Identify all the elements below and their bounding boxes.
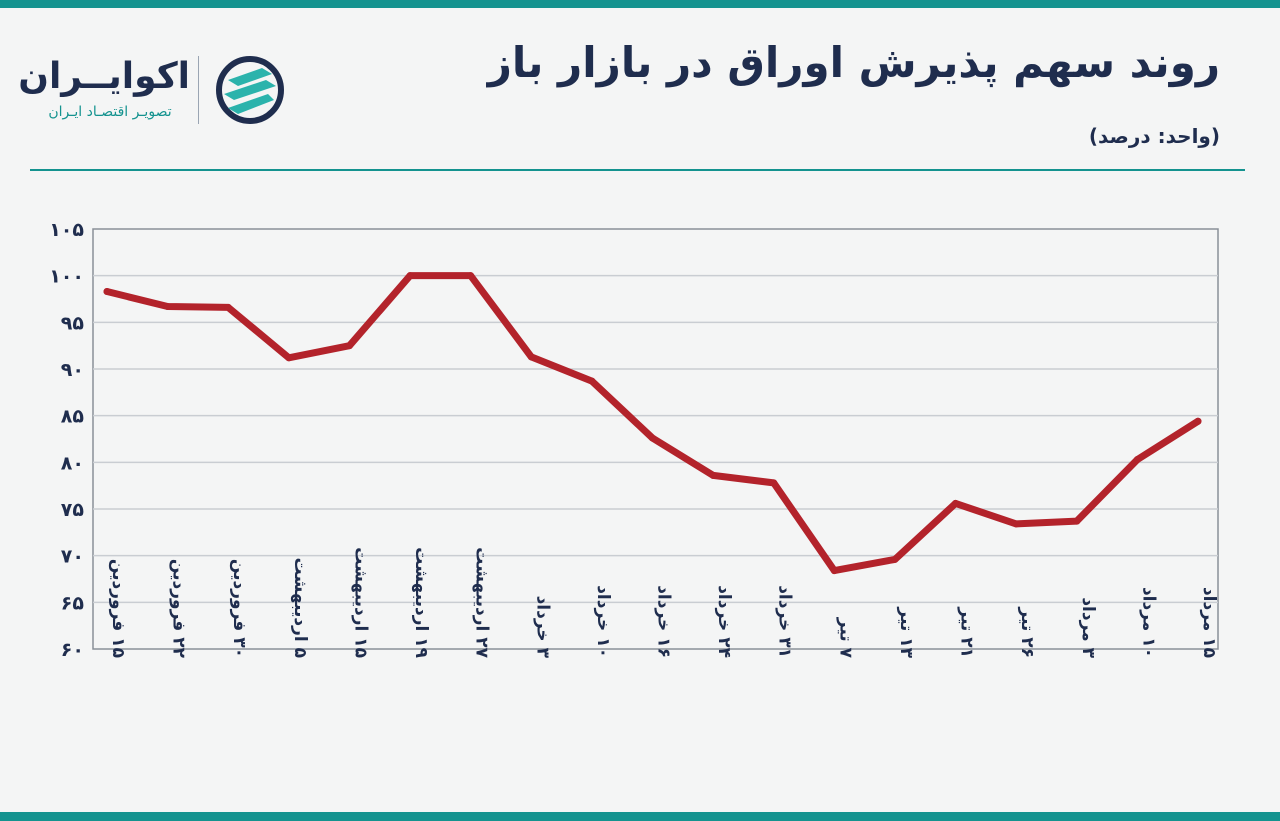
data-point — [891, 555, 899, 563]
data-point — [164, 302, 172, 310]
x-tick-label: ۱۵ مرداد — [1199, 587, 1219, 658]
data-point — [830, 567, 838, 575]
series-layer — [103, 272, 1202, 575]
data-point — [1194, 417, 1202, 425]
y-axis: ۶۰ ۶۵ ۷۰ ۷۵ ۸۰ ۸۵ ۹۰ ۹۵ ۱۰۰ ۱۰۵ — [49, 219, 84, 661]
logo-tagline: تصویـر اقتصـاد ایـران — [48, 104, 172, 120]
x-tick-label: ۲۶ تیر — [1017, 606, 1037, 658]
x-tick-label: ۱۳ تیر — [896, 606, 916, 658]
data-point — [285, 354, 293, 362]
y-tick-label: ۷۰ — [61, 546, 84, 568]
y-tick-label: ۶۵ — [61, 592, 85, 614]
x-tick-label: ۱۹ اردیبهشت — [411, 547, 431, 658]
x-tick-label: ۱۰ خرداد — [593, 585, 613, 658]
data-point — [588, 377, 596, 385]
y-tick-label: ۱۰۵ — [49, 219, 84, 241]
data-point — [467, 272, 475, 280]
x-tick-label: ۲۱ تیر — [957, 606, 977, 658]
x-tick-label: ۷ تیر — [835, 617, 855, 659]
x-tick-label: ۲۴ خرداد — [714, 585, 734, 658]
x-tick-label: ۳ خرداد — [532, 596, 552, 659]
chart-title: روند سهم پذیرش اوراق در بازار باز — [487, 38, 1220, 87]
x-tick-label: ۲۷ اردیبهشت — [472, 547, 492, 658]
data-point — [649, 434, 656, 442]
y-tick-label: ۷۵ — [61, 499, 85, 521]
x-tick-label: ۱۶ خرداد — [654, 585, 674, 658]
x-tick-label: ۱۵ اردیبهشت — [350, 547, 370, 658]
data-point — [1133, 456, 1141, 464]
data-point — [406, 272, 414, 280]
logo-mark-icon — [216, 56, 284, 124]
data-point — [770, 479, 778, 487]
data-point — [103, 288, 111, 296]
data-point — [1012, 520, 1020, 528]
bottom-accent-bar — [0, 812, 1280, 821]
y-tick-label: ۱۰۰ — [49, 266, 84, 288]
header-divider — [30, 169, 1245, 171]
x-tick-label: ۳ مرداد — [1078, 597, 1098, 658]
y-tick-label: ۶۰ — [61, 639, 84, 661]
logo-name: اکوایــران — [18, 56, 190, 97]
y-tick-label: ۹۵ — [61, 312, 85, 334]
data-point — [527, 353, 535, 361]
logo-separator — [198, 56, 199, 124]
y-tick-label: ۸۰ — [61, 452, 84, 474]
top-accent-bar — [0, 0, 1280, 8]
y-tick-label: ۹۰ — [61, 359, 84, 381]
data-point — [345, 342, 353, 350]
x-axis: ۱۵ فروردین ۲۲ فروردین ۳۰ فروردین ۵ اردیبهشت… — [108, 547, 1219, 658]
data-point — [952, 499, 960, 507]
data-point — [224, 303, 232, 311]
x-tick-label: ۵ اردیبهشت — [290, 558, 310, 659]
x-tick-label: ۲۲ فروردین — [169, 559, 189, 659]
grid-layer — [93, 274, 1218, 604]
data-point — [709, 471, 717, 479]
y-tick-label: ۸۵ — [61, 406, 85, 428]
unit-label: (واحد: درصد) — [1088, 124, 1220, 148]
data-point — [1073, 517, 1081, 525]
x-tick-label: ۱۰ مرداد — [1138, 587, 1158, 658]
x-tick-label: ۳۱ خرداد — [775, 585, 795, 658]
x-tick-label: ۳۰ فروردین — [229, 559, 249, 658]
x-tick-label: ۱۵ فروردین — [108, 559, 128, 658]
logo: اکوایــران تصویـر اقتصـاد ایـران — [18, 50, 300, 130]
